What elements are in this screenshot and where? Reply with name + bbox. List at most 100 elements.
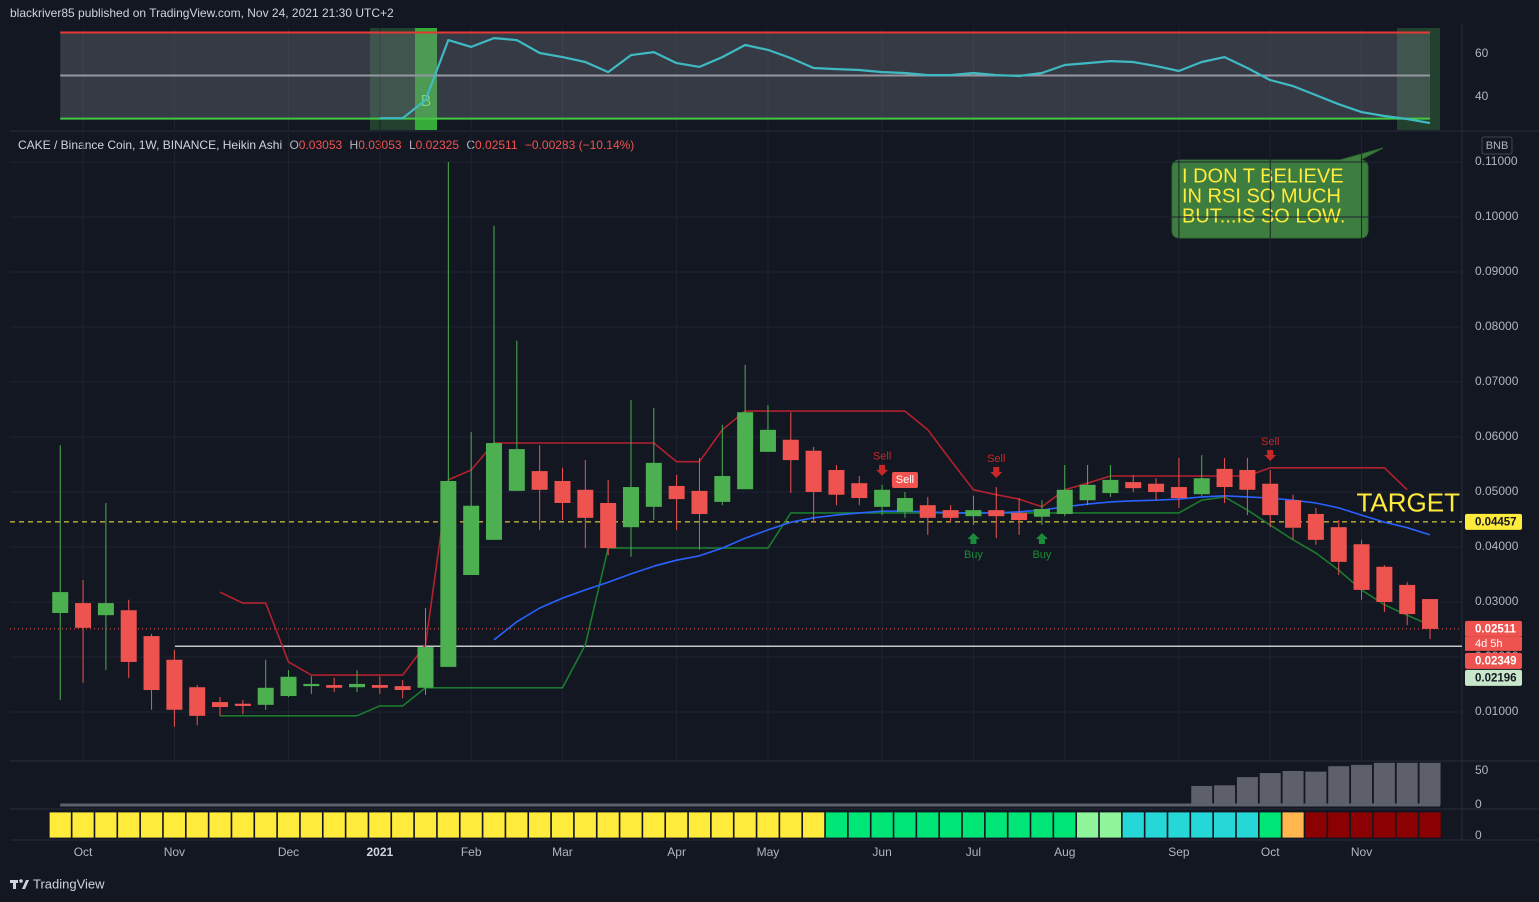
strip-cell <box>140 811 163 839</box>
sell-label: Sell <box>873 451 891 463</box>
candle-body <box>508 449 525 491</box>
strip-cell <box>459 811 483 839</box>
strip-cell <box>1030 811 1054 839</box>
buy-arrow <box>1035 532 1048 544</box>
rsi-signal-label: B <box>421 93 432 110</box>
strip-cell <box>688 811 711 839</box>
currency: BNB <box>1486 140 1509 152</box>
header: blackriver85 published on TradingView.co… <box>10 6 394 20</box>
strip-cell <box>117 811 141 839</box>
x-tick-label: Feb <box>461 845 482 859</box>
strip-cell <box>208 811 232 839</box>
sell-label: Sell <box>896 474 914 486</box>
annotation-line: BUT...IS SO LOW. <box>1182 205 1345 227</box>
logo-part <box>22 880 29 889</box>
price-tag <box>1465 669 1522 686</box>
strip-cell <box>254 811 278 839</box>
y-tick-label: 0.09000 <box>1475 264 1519 278</box>
x-tick-label: 2021 <box>366 845 393 859</box>
rsi-tick-label: 60 <box>1475 46 1489 60</box>
candle-body <box>988 510 1005 517</box>
annotation-line: I DON T BELIEVE <box>1182 165 1344 187</box>
strip-cell <box>756 811 780 839</box>
strip-cell <box>1304 811 1328 839</box>
x-tick-label: Dec <box>278 845 299 859</box>
footer-brand: TradingView <box>33 876 105 891</box>
candle-body <box>737 412 754 490</box>
rsi-tick-label: 40 <box>1475 89 1489 103</box>
candle-body <box>75 603 92 628</box>
strip-cell <box>1258 811 1282 839</box>
buy-label: Buy <box>1032 549 1051 561</box>
candle-body <box>691 490 708 514</box>
candle-body <box>463 505 480 576</box>
strip-cell <box>231 811 255 839</box>
histogram-bar <box>1191 785 1213 805</box>
x-tick-label: Nov <box>164 845 185 859</box>
sell-arrow <box>876 464 889 476</box>
y-tick-label: 0.07000 <box>1475 374 1519 388</box>
candle-body <box>97 603 114 616</box>
strip-cell <box>436 811 460 839</box>
y-tick-label: 0.03000 <box>1475 594 1519 608</box>
strip-cell <box>847 811 871 839</box>
strip-cell <box>962 811 985 839</box>
strip-cell <box>482 811 506 839</box>
x-tick-label: Aug <box>1054 845 1075 859</box>
price-tag <box>1465 513 1522 530</box>
strip-cell <box>939 811 963 839</box>
histogram-bar <box>1373 762 1395 805</box>
strip-cell <box>825 811 848 839</box>
candle-body <box>1170 487 1187 499</box>
strip-cell <box>1350 811 1373 839</box>
candle-body <box>965 510 982 517</box>
currency-box <box>1481 136 1513 155</box>
candle-body <box>919 505 936 518</box>
candle-body <box>759 429 776 452</box>
strip-cell <box>1281 811 1305 839</box>
sell-arrow <box>1264 449 1277 461</box>
strip-cell <box>1007 811 1031 839</box>
strip-cell <box>1076 811 1099 839</box>
strip-cell <box>1235 811 1259 839</box>
y-tick-label: 0.06000 <box>1475 429 1519 443</box>
candle-body <box>1376 566 1393 602</box>
candle-body <box>143 636 160 690</box>
strip-cell <box>642 811 666 839</box>
strip-cell <box>984 811 1008 839</box>
symbol-legend: CAKE / Binance Coin, 1W, BINANCE, Heikin… <box>18 138 634 152</box>
strip-cell <box>1372 811 1396 839</box>
indicator-line <box>220 496 1431 717</box>
x-tick-label: Mar <box>552 845 573 859</box>
strip-cell <box>1213 811 1236 839</box>
strip-cell <box>48 811 72 839</box>
target-label: TARGET <box>1356 488 1460 518</box>
strip-cell <box>710 811 734 839</box>
strip-cell <box>916 811 940 839</box>
candle-body <box>805 450 822 492</box>
histogram-tick-label: 50 <box>1475 763 1489 777</box>
strip-cell <box>573 811 597 839</box>
candle-body <box>1239 469 1256 490</box>
candle-body <box>1262 483 1279 516</box>
logo-part <box>13 880 16 889</box>
rsi-line <box>379 37 1431 125</box>
legend-key: H <box>350 138 359 152</box>
legend-key: L <box>409 138 416 152</box>
histogram-bar <box>1396 762 1418 805</box>
x-tick-label: May <box>757 845 780 859</box>
strip-cell <box>1327 811 1351 839</box>
candle-body <box>1353 544 1370 590</box>
legend-change: −0.00283 (−10.14%) <box>525 138 634 152</box>
strip-cell <box>414 811 437 839</box>
logo-part <box>19 879 23 883</box>
sell-badge <box>891 471 918 488</box>
strip-cell <box>1190 811 1214 839</box>
candle-body <box>531 471 548 490</box>
candle-body <box>1399 584 1416 615</box>
countdown-label: 4d 5h <box>1475 638 1503 650</box>
annotation-line: IN RSI SO MUCH <box>1182 185 1341 207</box>
y-tick-label: 0.10000 <box>1475 209 1519 223</box>
candle-body <box>1285 500 1302 528</box>
strip-cell <box>893 811 917 839</box>
